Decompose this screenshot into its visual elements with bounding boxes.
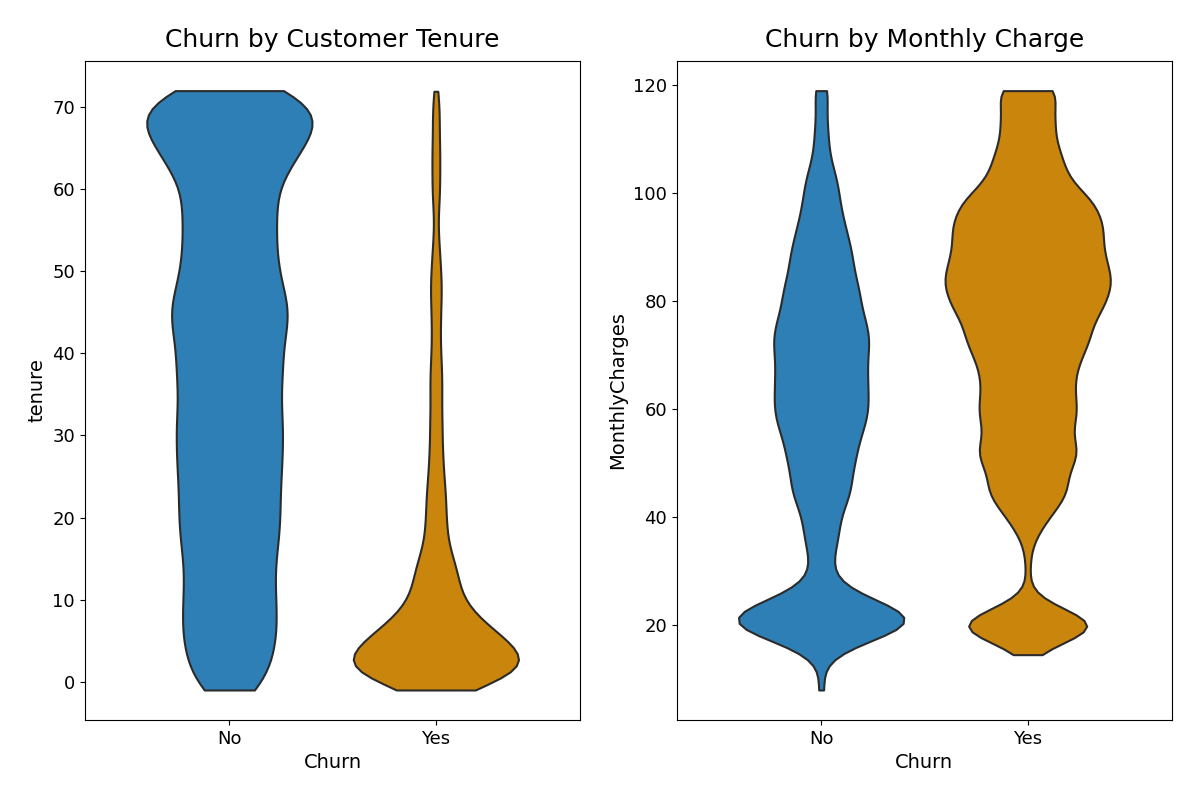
X-axis label: Churn: Churn (895, 754, 954, 772)
Y-axis label: tenure: tenure (28, 358, 47, 422)
Y-axis label: MonthlyCharges: MonthlyCharges (608, 311, 628, 470)
Title: Churn by Customer Tenure: Churn by Customer Tenure (166, 28, 500, 52)
Title: Churn by Monthly Charge: Churn by Monthly Charge (764, 28, 1084, 52)
X-axis label: Churn: Churn (304, 754, 361, 772)
